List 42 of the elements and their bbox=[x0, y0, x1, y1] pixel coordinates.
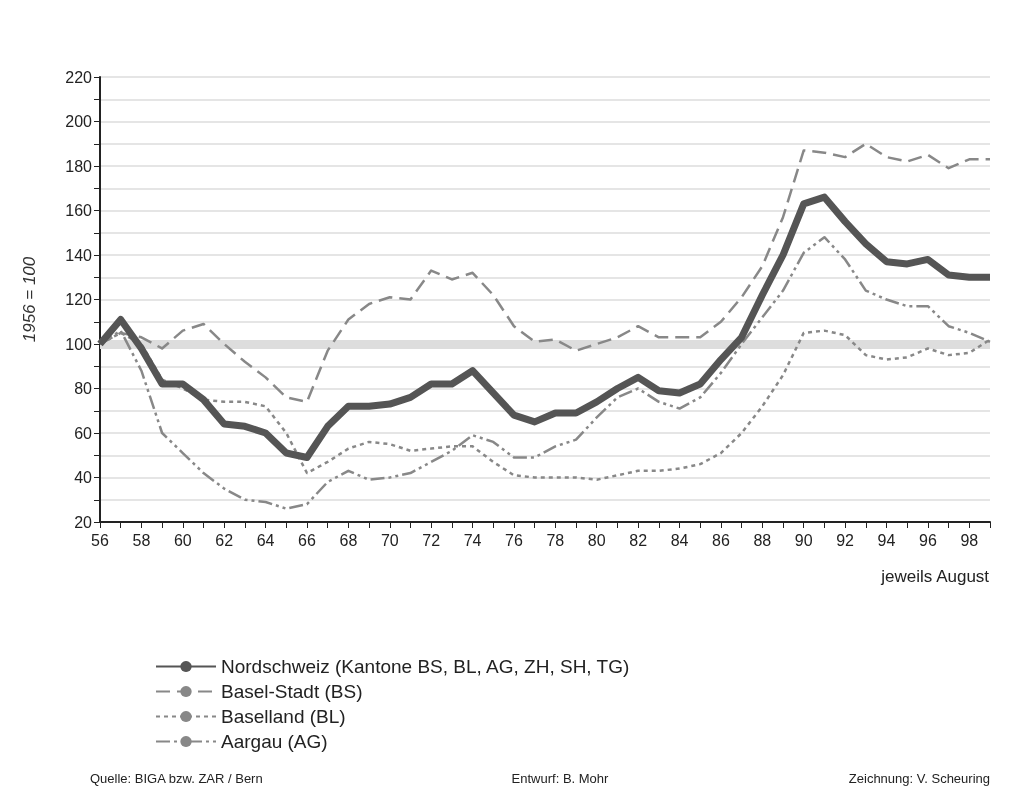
x-tick-label: 80 bbox=[587, 531, 606, 549]
legend-label: Basel-Stadt (BS) bbox=[221, 681, 363, 702]
x-tick-label: 74 bbox=[463, 531, 482, 549]
x-tick-label: 94 bbox=[877, 531, 896, 549]
x-tick-label: 76 bbox=[505, 531, 523, 549]
y-tick-label: 160 bbox=[65, 202, 93, 219]
x-tick-label: 92 bbox=[836, 531, 855, 549]
y-tick-label: 200 bbox=[65, 113, 93, 130]
y-tick-label: 60 bbox=[74, 424, 93, 442]
legend-label: Aargau (AG) bbox=[221, 731, 328, 752]
y-tick-label: 180 bbox=[65, 157, 93, 175]
x-tick-label: 78 bbox=[546, 531, 565, 549]
y-tick-label: 40 bbox=[74, 469, 93, 486]
x-axis-title: jeweils August bbox=[880, 567, 990, 586]
y-tick-label: 100 bbox=[65, 335, 93, 353]
x-tick-label: 66 bbox=[298, 531, 316, 549]
y-tick-label: 220 bbox=[65, 68, 93, 86]
x-tick-label: 88 bbox=[753, 531, 772, 549]
y-axis-title: 1956 = 100 bbox=[20, 256, 39, 343]
x-tick-label: 62 bbox=[215, 531, 234, 549]
x-tick-label: 58 bbox=[132, 531, 151, 549]
x-tick-label: 68 bbox=[339, 531, 358, 549]
x-tick-label: 82 bbox=[629, 531, 648, 549]
legend-label: Nordschweiz (Kantone BS, BL, AG, ZH, SH, TG) bbox=[221, 656, 630, 677]
x-tick-label: 86 bbox=[712, 531, 730, 549]
x-tick-label: 70 bbox=[380, 531, 399, 549]
x-tick-label: 96 bbox=[919, 531, 937, 549]
x-tick-label: 64 bbox=[256, 531, 275, 549]
legend-label: Baselland (BL) bbox=[221, 706, 346, 727]
text: Zeichnung: V. Scheuring bbox=[848, 771, 990, 786]
y-tick-label: 140 bbox=[65, 246, 93, 264]
y-tick-label: 120 bbox=[65, 291, 93, 308]
x-tick-label: 98 bbox=[960, 531, 979, 549]
x-tick-label: 60 bbox=[173, 531, 192, 549]
y-tick-label: 80 bbox=[74, 380, 93, 397]
source-note: Quelle: BIGA bzw. ZAR / Bern bbox=[90, 771, 263, 786]
x-tick-label: 90 bbox=[794, 531, 813, 549]
y-tick-label: 20 bbox=[74, 513, 93, 531]
text: Entwurf: B. Mohr bbox=[511, 771, 610, 786]
x-tick-label: 56 bbox=[91, 531, 109, 549]
x-tick-label: 84 bbox=[670, 531, 689, 549]
x-tick-label: 72 bbox=[422, 531, 441, 549]
